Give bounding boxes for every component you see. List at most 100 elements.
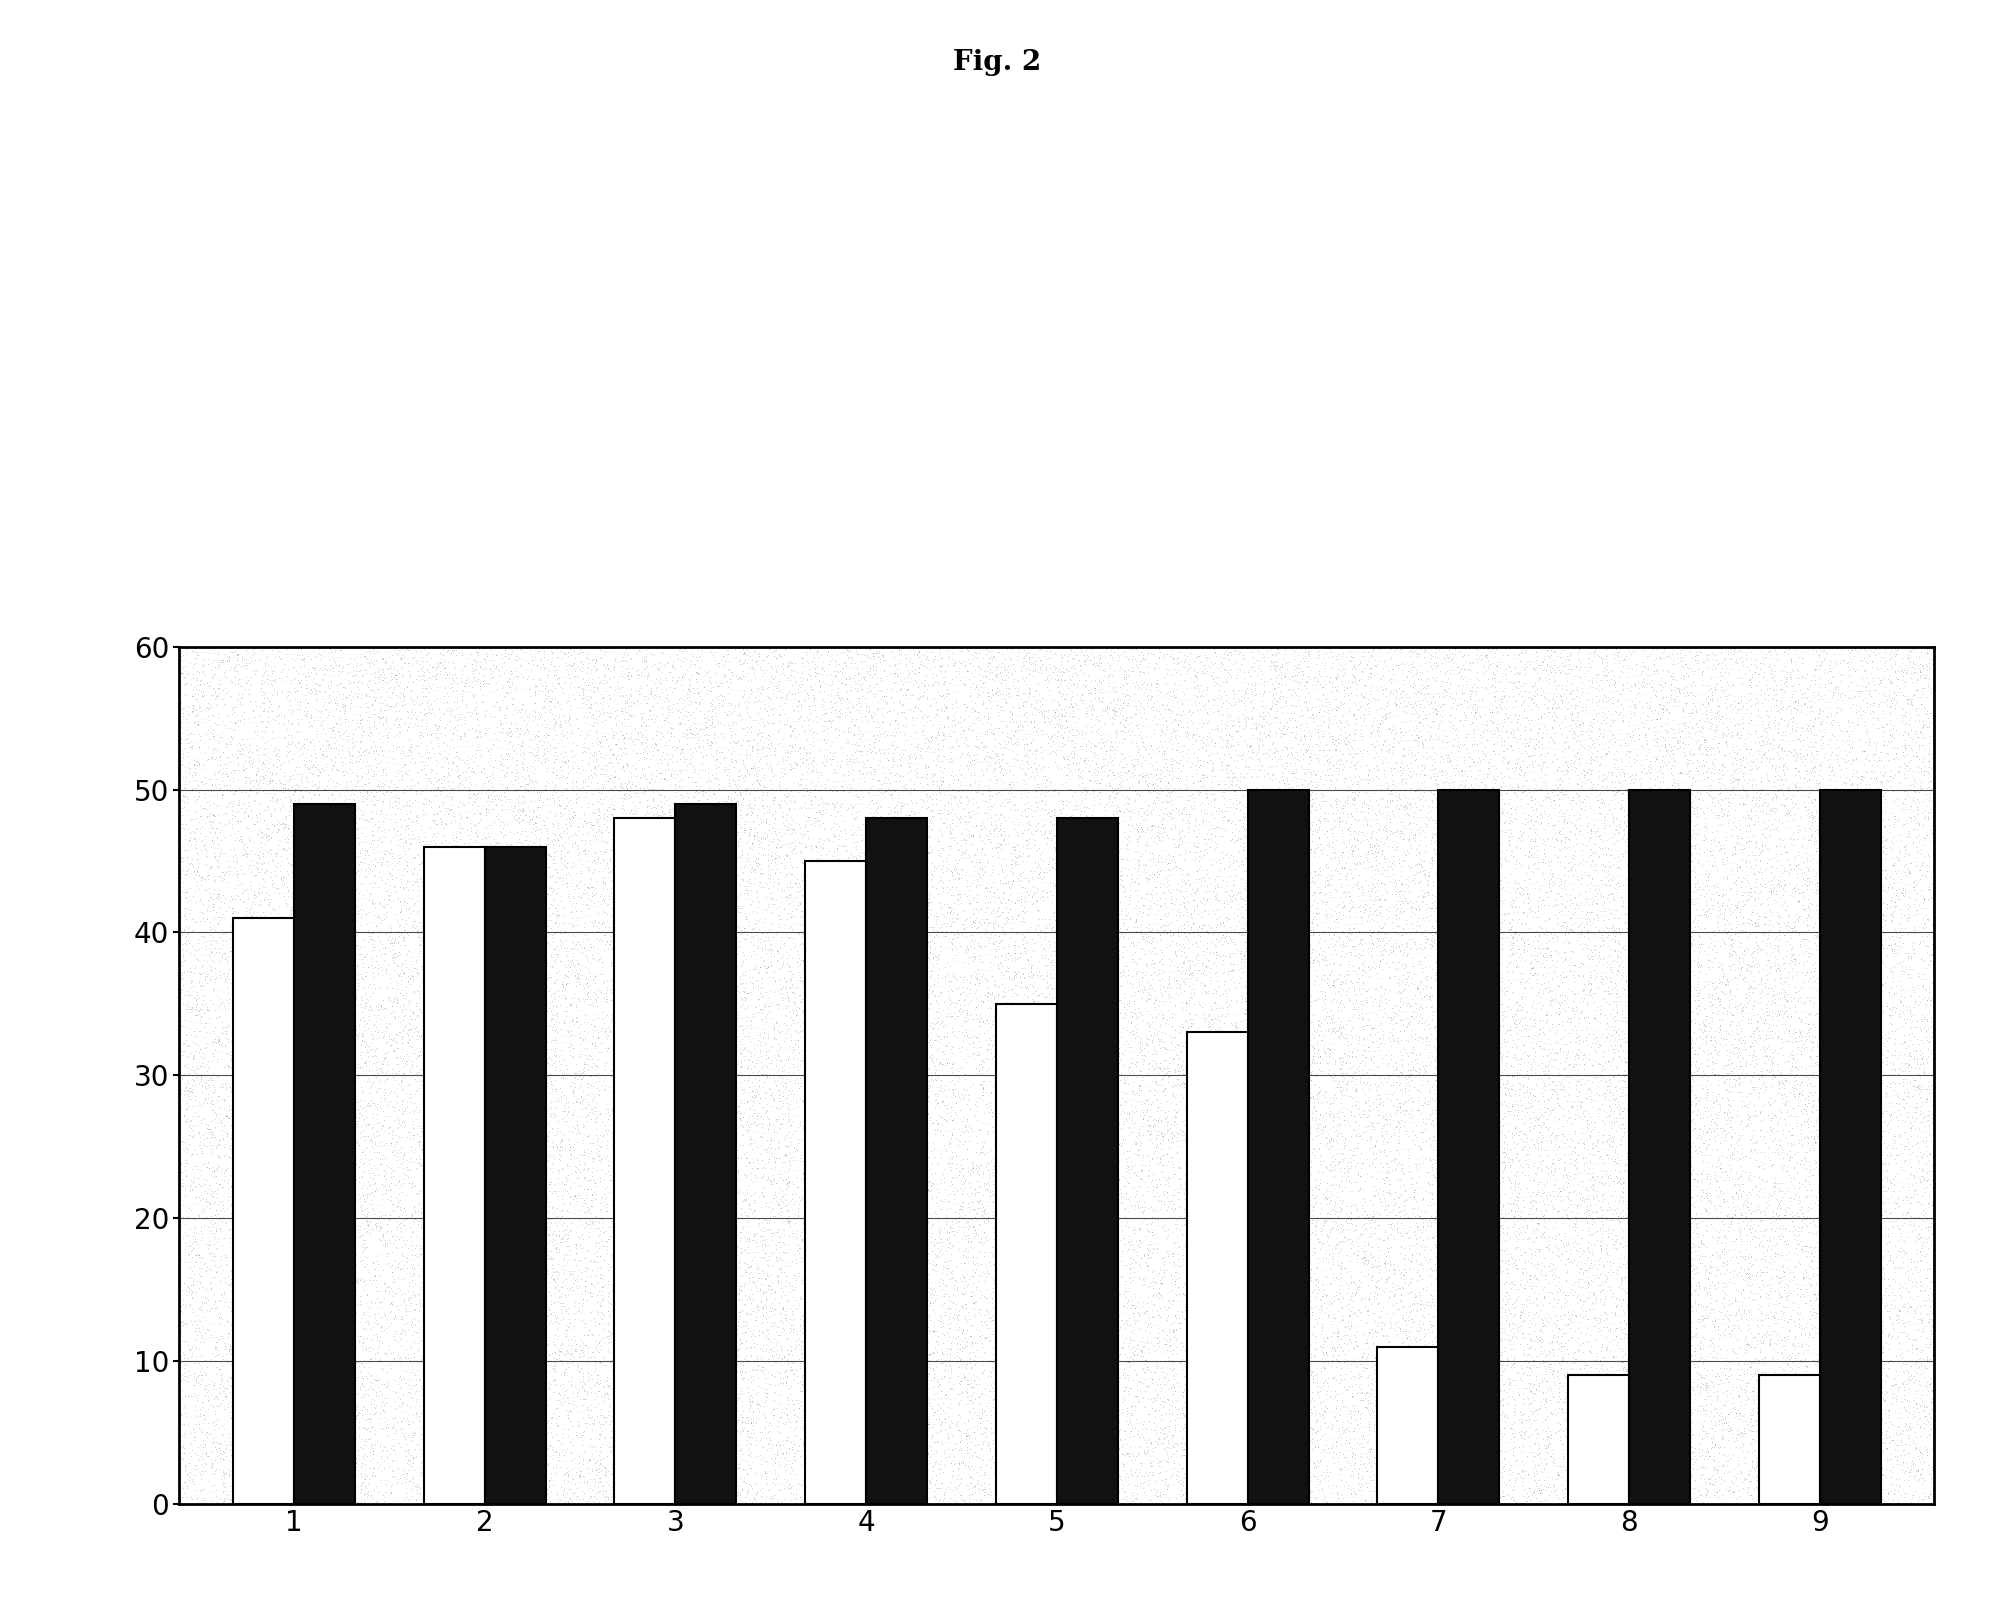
Point [1741, 901, 1773, 927]
Point [1053, 1193, 1085, 1219]
Point [812, 986, 843, 1012]
Point [1633, 927, 1665, 952]
Point [1164, 1216, 1196, 1242]
Point [975, 1096, 1007, 1122]
Point [319, 1282, 351, 1308]
Point [1856, 1442, 1888, 1468]
Point [431, 1334, 463, 1360]
Point [253, 1172, 285, 1198]
Point [722, 1012, 754, 1038]
Point [1366, 703, 1398, 729]
Point [1292, 1048, 1324, 1074]
Point [802, 1025, 833, 1051]
Point [800, 1261, 831, 1287]
Point [1603, 928, 1635, 954]
Point [969, 1376, 1001, 1402]
Point [1781, 739, 1813, 765]
Point [1898, 1043, 1930, 1069]
Point [640, 1323, 672, 1349]
Point [564, 1011, 596, 1036]
Point [608, 1363, 640, 1389]
Point [381, 930, 413, 956]
Point [572, 695, 604, 721]
Point [1352, 695, 1384, 721]
Point [1208, 679, 1240, 705]
Point [1673, 1337, 1705, 1363]
Point [883, 1019, 915, 1045]
Point [1230, 873, 1262, 899]
Point [1366, 1308, 1398, 1334]
Point [1709, 910, 1741, 936]
Point [1011, 946, 1043, 972]
Point [764, 1095, 796, 1121]
Point [1529, 1436, 1561, 1462]
Point [752, 1276, 784, 1302]
Point [871, 1358, 903, 1384]
Point [1210, 752, 1242, 778]
Point [1543, 1454, 1575, 1480]
Point [1450, 1287, 1482, 1313]
Point [1192, 1339, 1224, 1365]
Point [1472, 1480, 1503, 1505]
Point [423, 1339, 455, 1365]
Point [1781, 865, 1813, 891]
Point [1733, 1264, 1765, 1290]
Point [185, 668, 217, 694]
Point [341, 888, 373, 914]
Point [1434, 1104, 1466, 1130]
Point [1061, 1090, 1093, 1116]
Point [1027, 884, 1059, 910]
Point [983, 1210, 1015, 1235]
Point [1719, 1066, 1751, 1091]
Point [1222, 686, 1254, 711]
Point [542, 826, 574, 852]
Point [241, 1232, 273, 1258]
Point [666, 1193, 698, 1219]
Point [1186, 857, 1218, 883]
Point [973, 1032, 1005, 1058]
Point [379, 1379, 411, 1405]
Point [738, 844, 770, 870]
Point [660, 1457, 692, 1483]
Point [391, 1206, 423, 1232]
Point [1276, 1205, 1308, 1231]
Point [251, 699, 283, 724]
Point [166, 1095, 197, 1121]
Point [1109, 661, 1141, 687]
Point [947, 846, 979, 872]
Point [664, 930, 696, 956]
Point [997, 1146, 1029, 1172]
Point [857, 1166, 889, 1192]
Point [1549, 715, 1581, 741]
Point [828, 1321, 859, 1347]
Point [1735, 828, 1767, 854]
Point [859, 1308, 891, 1334]
Point [1099, 1019, 1131, 1045]
Point [335, 741, 367, 766]
Point [652, 750, 684, 776]
Point [748, 1161, 780, 1187]
Point [1569, 1176, 1601, 1201]
Point [1358, 841, 1390, 867]
Point [1111, 669, 1143, 695]
Point [610, 642, 642, 668]
Point [524, 1143, 556, 1169]
Point [746, 1095, 778, 1121]
Point [1396, 1195, 1428, 1221]
Point [610, 682, 642, 708]
Point [465, 867, 497, 893]
Point [293, 1046, 325, 1072]
Point [678, 681, 710, 707]
Point [845, 1192, 877, 1218]
Point [512, 1214, 544, 1240]
Point [1713, 1091, 1745, 1117]
Point [1878, 660, 1910, 686]
Point [911, 1177, 943, 1203]
Point [566, 1088, 598, 1114]
Point [1101, 896, 1133, 922]
Point [1507, 695, 1539, 721]
Point [845, 1072, 877, 1098]
Point [1228, 763, 1260, 789]
Point [893, 838, 925, 863]
Point [1870, 1455, 1902, 1481]
